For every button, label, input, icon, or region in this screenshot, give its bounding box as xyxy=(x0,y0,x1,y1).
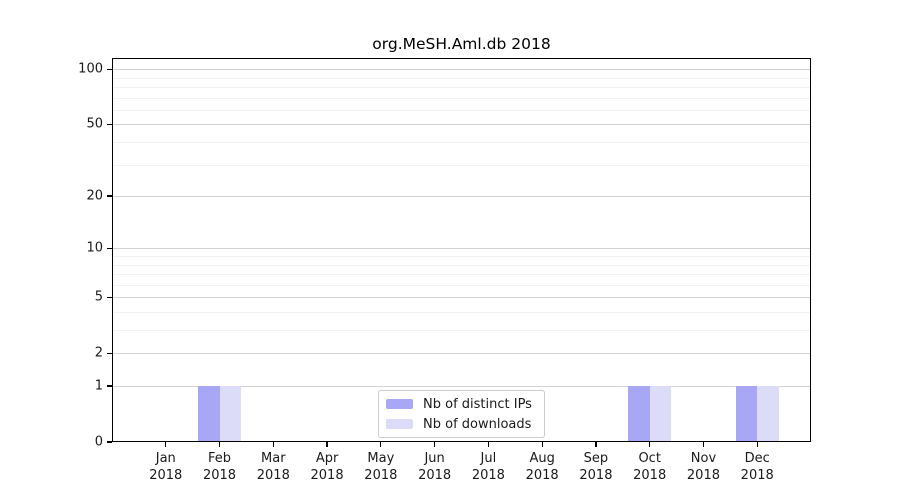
x-tick-year: 2018 xyxy=(149,468,183,483)
x-tick-year: 2018 xyxy=(525,468,559,483)
x-tick-year: 2018 xyxy=(740,468,774,483)
x-tick-mark xyxy=(649,442,651,447)
legend-swatch xyxy=(386,419,413,429)
gridline-minor xyxy=(113,164,810,166)
x-tick-year: 2018 xyxy=(579,468,613,483)
gridline-major xyxy=(113,196,810,198)
gridline-minor xyxy=(113,255,810,257)
gridline-major xyxy=(113,248,810,250)
legend-swatch xyxy=(386,399,413,409)
x-tick-year: 2018 xyxy=(256,468,290,483)
legend-item: Nb of downloads xyxy=(386,417,544,432)
x-tick-month: Jul xyxy=(480,451,497,466)
legend-item: Nb of distinct IPs xyxy=(386,397,544,412)
x-tick-month: Sep xyxy=(583,451,609,466)
x-tick-label: Oct 2018 xyxy=(633,450,666,484)
x-tick-label: Jan 2018 xyxy=(149,450,182,484)
x-tick-month: Feb xyxy=(208,451,232,466)
y-tick-mark xyxy=(106,195,112,197)
gridline-major xyxy=(113,124,810,126)
y-tick-label: 100 xyxy=(78,61,103,77)
x-tick-month: Mar xyxy=(261,451,286,466)
x-tick-month: Oct xyxy=(638,451,661,466)
x-tick-year: 2018 xyxy=(364,468,398,483)
x-tick-month: May xyxy=(367,451,395,466)
x-tick-mark xyxy=(326,442,328,447)
gridline-minor xyxy=(113,311,810,313)
y-tick-mark xyxy=(106,68,112,70)
x-tick-month: Apr xyxy=(315,451,339,466)
x-tick-mark xyxy=(272,442,274,447)
y-tick-label: 5 xyxy=(94,289,103,305)
y-tick-label: 0 xyxy=(94,434,103,450)
gridline-minor xyxy=(113,330,810,331)
x-tick-label: Dec 2018 xyxy=(741,450,774,484)
legend-label: Nb of distinct IPs xyxy=(423,396,532,412)
plot-frame xyxy=(112,58,811,442)
y-tick-mark xyxy=(106,247,112,249)
x-tick-year: 2018 xyxy=(471,468,505,483)
x-tick-year: 2018 xyxy=(418,468,452,483)
bar-downloads-feb xyxy=(219,386,242,442)
x-tick-month: Jun xyxy=(424,451,445,466)
x-tick-label: Jul 2018 xyxy=(472,450,505,484)
x-tick-year: 2018 xyxy=(633,468,667,483)
x-tick-mark xyxy=(541,442,543,447)
x-tick-month: Aug xyxy=(529,451,555,466)
x-tick-label: May 2018 xyxy=(364,450,397,484)
y-tick-mark xyxy=(106,441,112,443)
x-tick-label: Nov 2018 xyxy=(687,450,720,484)
x-tick-month: Dec xyxy=(744,451,770,466)
x-tick-year: 2018 xyxy=(202,468,237,483)
x-tick-mark xyxy=(487,442,490,447)
gridline-major xyxy=(113,297,810,299)
gridline-minor xyxy=(113,274,810,276)
gridline-major xyxy=(113,69,810,71)
x-tick-label: Aug 2018 xyxy=(526,450,559,484)
x-tick-label: Sep 2018 xyxy=(579,450,612,484)
y-tick-label: 1 xyxy=(94,378,103,394)
x-tick-mark xyxy=(595,442,597,447)
x-tick-mark xyxy=(380,442,382,447)
x-tick-mark xyxy=(218,442,221,447)
y-tick-mark xyxy=(106,296,112,298)
x-tick-month: Nov xyxy=(690,451,717,466)
x-tick-mark xyxy=(165,442,167,447)
bar-distinct-ips-oct xyxy=(628,386,650,442)
gridline-minor xyxy=(113,87,810,88)
gridline-minor xyxy=(113,264,810,266)
y-tick-mark xyxy=(106,352,112,354)
x-tick-month: Jan xyxy=(155,451,176,466)
gridline-minor xyxy=(113,142,810,143)
legend-label: Nb of downloads xyxy=(423,416,532,432)
x-tick-label: Feb 2018 xyxy=(203,450,236,484)
gridline-minor xyxy=(113,109,810,111)
x-tick-year: 2018 xyxy=(686,468,720,483)
y-tick-mark xyxy=(106,123,112,126)
gridline-major xyxy=(113,353,810,355)
y-tick-label: 50 xyxy=(86,116,103,132)
gridline-minor xyxy=(113,284,810,286)
x-tick-year: 2018 xyxy=(310,468,344,483)
bar-distinct-ips-feb xyxy=(198,386,220,442)
x-tick-label: Apr 2018 xyxy=(311,450,344,484)
bar-downloads-oct xyxy=(649,386,672,442)
gridline-minor xyxy=(113,77,810,79)
x-tick-label: Mar 2018 xyxy=(257,450,290,484)
bar-downloads-dec xyxy=(757,386,779,442)
y-tick-label: 2 xyxy=(94,345,103,361)
bar-distinct-ips-dec xyxy=(735,386,758,442)
x-tick-label: Jun 2018 xyxy=(418,450,451,484)
y-tick-label: 20 xyxy=(86,188,103,204)
y-tick-label: 10 xyxy=(86,240,103,256)
x-tick-mark xyxy=(756,442,758,447)
gridline-minor xyxy=(113,97,810,99)
y-tick-mark xyxy=(106,385,112,387)
x-tick-mark xyxy=(702,442,705,447)
legend: Nb of distinct IPs Nb of downloads xyxy=(378,390,545,438)
x-tick-mark xyxy=(433,442,436,447)
gridline-major xyxy=(113,386,810,387)
chart-title: org.MeSH.Aml.db 2018 xyxy=(372,35,551,53)
